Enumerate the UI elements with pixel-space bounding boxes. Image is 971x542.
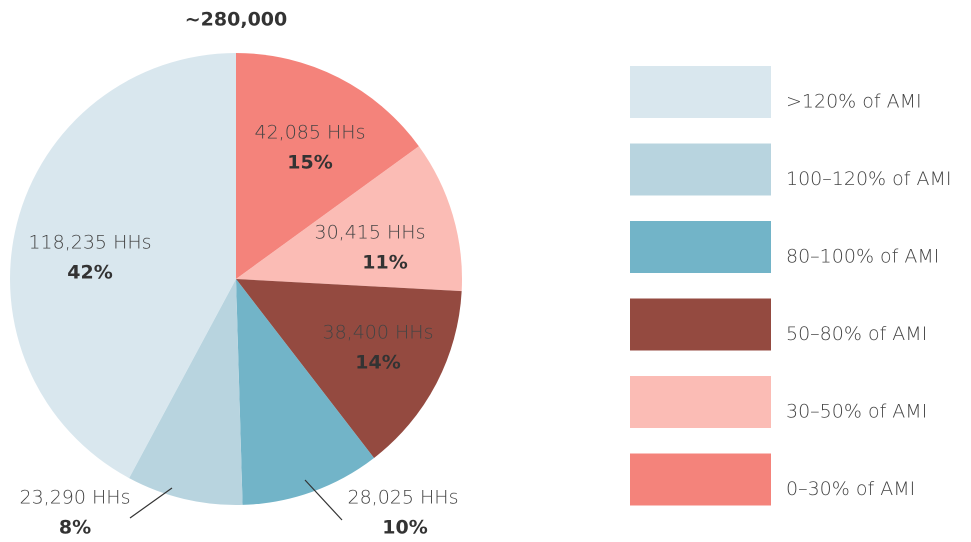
legend-label: 50–80% of AMI: [786, 323, 927, 345]
slice-percent-label: 11%: [362, 252, 407, 274]
chart-title: ~280,000: [185, 9, 287, 31]
legend-label: 0–30% of AMI: [786, 478, 915, 500]
slice-value-label: 38,400 HHs: [323, 322, 434, 344]
legend-swatch: [630, 298, 771, 351]
legend-swatch: [630, 221, 771, 273]
legend-label: 100–120% of AMI: [786, 168, 951, 190]
pie-slice: [236, 146, 462, 292]
slice-percent-label: 14%: [355, 352, 400, 374]
leader-line: [304, 479, 343, 521]
slice-value-label: 23,290 HHs: [20, 487, 131, 509]
legend-swatch: [630, 376, 771, 428]
slice-value-label: 42,085 HHs: [255, 122, 366, 144]
slice-value-label: 28,025 HHs: [348, 487, 459, 509]
legend-label: 80–100% of AMI: [786, 246, 939, 268]
slice-percent-label: 15%: [287, 152, 332, 174]
pie-slice: [236, 53, 419, 279]
slice-percent-label: 8%: [59, 517, 91, 539]
pie-slice: [10, 53, 236, 479]
legend-swatch: [630, 66, 771, 118]
slice-percent-label: 10%: [382, 517, 427, 539]
pie-slice: [129, 279, 243, 505]
pie-slice: [236, 279, 462, 458]
pie-slice: [236, 279, 375, 505]
slice-percent-label: 42%: [67, 262, 112, 284]
legend-swatch: [630, 453, 771, 506]
legend-label: 30–50% of AMI: [786, 401, 927, 423]
legend-swatch: [630, 143, 771, 196]
leader-line: [129, 487, 173, 519]
slice-value-label: 118,235 HHs: [28, 232, 151, 254]
slice-value-label: 30,415 HHs: [315, 222, 426, 244]
legend-label: >120% of AMI: [786, 91, 922, 113]
